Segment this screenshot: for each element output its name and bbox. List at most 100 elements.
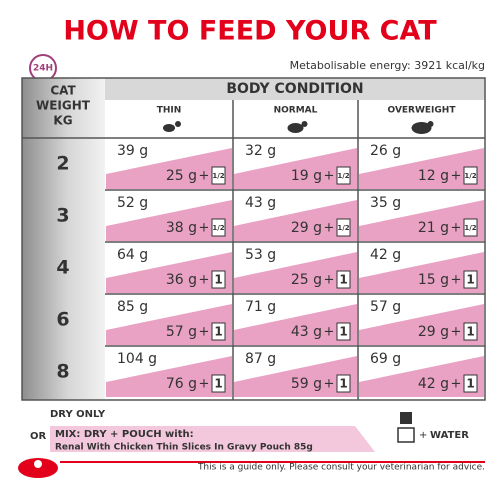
plus: + xyxy=(451,169,462,184)
dry-amount: 42 g xyxy=(370,247,401,263)
mix-amount: 38 g xyxy=(166,220,197,236)
mix-amount: 59 g xyxy=(291,376,322,392)
plus: + xyxy=(324,221,335,236)
pouch-box xyxy=(211,166,226,185)
plus: + xyxy=(199,273,210,288)
plus: + xyxy=(451,377,462,392)
cat-icon xyxy=(163,124,175,132)
plus: + xyxy=(451,273,462,288)
pouch: 1/2 xyxy=(464,224,476,232)
title: HOW TO FEED YOUR CAT xyxy=(63,16,437,47)
pouch-box xyxy=(211,374,226,393)
pouch: 1/2 xyxy=(337,224,349,232)
dry-amount: 85 g xyxy=(117,299,148,315)
dry-amount: 64 g xyxy=(117,247,148,263)
pouch: 1/2 xyxy=(212,172,224,180)
weight: 2 xyxy=(56,153,69,175)
pouch: 1 xyxy=(339,273,347,287)
dry-amount: 104 g xyxy=(117,351,157,367)
weight: 4 xyxy=(56,257,69,279)
cell-band xyxy=(359,252,484,293)
mix-amount: 12 g xyxy=(418,168,449,184)
cell-band xyxy=(234,304,357,345)
cat-icon-head xyxy=(301,121,308,127)
column-header: THIN xyxy=(157,106,182,116)
plus: + xyxy=(324,325,335,340)
dry-amount: 69 g xyxy=(370,351,401,367)
cell-band xyxy=(234,252,357,293)
badge: 24H xyxy=(33,64,53,74)
pouch-box xyxy=(463,166,478,185)
mix-amount: 42 g xyxy=(418,376,449,392)
pouch-box xyxy=(336,166,351,185)
pouch: 1/2 xyxy=(464,172,476,180)
mix: MIX: DRY + POUCH with: xyxy=(55,429,194,440)
cell-band xyxy=(106,200,232,241)
cat-icon-head xyxy=(175,121,181,127)
plus: + xyxy=(199,169,210,184)
condition-header: BODY CONDITION xyxy=(226,81,363,97)
water: WATER xyxy=(430,430,469,441)
dry-amount: 43 g xyxy=(245,195,276,211)
mix-amount: 43 g xyxy=(291,324,322,340)
dry-amount: 87 g xyxy=(245,351,276,367)
cell-band xyxy=(234,356,357,397)
dry-amount: 52 g xyxy=(117,195,148,211)
plus: + xyxy=(199,377,210,392)
mix-amount: 29 g xyxy=(291,220,322,236)
energy: Metabolisable energy: 3921 kcal/kg xyxy=(290,59,485,72)
pouch: 1/2 xyxy=(212,224,224,232)
plus: + xyxy=(199,221,210,236)
dry-amount: 32 g xyxy=(245,143,276,159)
cell-band xyxy=(359,200,484,241)
weight-header: CAT xyxy=(50,84,76,98)
plus: + xyxy=(451,221,462,236)
weight-column xyxy=(22,78,105,400)
pouch: 1/2 xyxy=(337,172,349,180)
mix-amount: 25 g xyxy=(291,272,322,288)
pouch-box xyxy=(336,218,351,237)
product: Renal With Chicken Thin Slices In Gravy … xyxy=(55,443,313,453)
dry-amount: 53 g xyxy=(245,247,276,263)
dry-amount: 39 g xyxy=(117,143,148,159)
plus: + xyxy=(451,325,462,340)
weight: 3 xyxy=(56,205,69,227)
weight-header: KG xyxy=(53,114,72,128)
pouch-box xyxy=(336,374,351,393)
pouch: 1 xyxy=(339,325,347,339)
cell-band xyxy=(234,148,357,189)
plus: + xyxy=(324,169,335,184)
cat-icon xyxy=(287,123,304,133)
dry-amount: 35 g xyxy=(370,195,401,211)
dry-amount: 57 g xyxy=(370,299,401,315)
pouch-box xyxy=(463,322,478,341)
weight-header: WEIGHT xyxy=(36,99,91,113)
weight: 6 xyxy=(56,309,69,331)
cat-icon-head xyxy=(427,121,434,127)
mix-amount: 57 g xyxy=(166,324,197,340)
cell-band xyxy=(106,356,232,397)
logo-crown xyxy=(34,460,42,468)
condition-header-bg xyxy=(105,78,485,100)
or: OR xyxy=(30,431,47,442)
svg-text:+: + xyxy=(419,430,427,441)
cell-band xyxy=(359,304,484,345)
mix-band xyxy=(50,426,375,452)
dry-amount: 26 g xyxy=(370,143,401,159)
cell-band xyxy=(106,304,232,345)
pouch-box xyxy=(211,322,226,341)
cell-band xyxy=(359,356,484,397)
pouch: 1 xyxy=(466,377,474,391)
mix-amount: 21 g xyxy=(418,220,449,236)
pouch: 1 xyxy=(339,377,347,391)
pouch-box xyxy=(463,374,478,393)
cell-band xyxy=(106,148,232,189)
plus: + xyxy=(199,325,210,340)
pouch-box xyxy=(336,270,351,289)
mix-amount: 76 g xyxy=(166,376,197,392)
mix-amount: 36 g xyxy=(166,272,197,288)
pouch-box xyxy=(211,270,226,289)
cell-band xyxy=(359,148,484,189)
pouch-box xyxy=(336,322,351,341)
